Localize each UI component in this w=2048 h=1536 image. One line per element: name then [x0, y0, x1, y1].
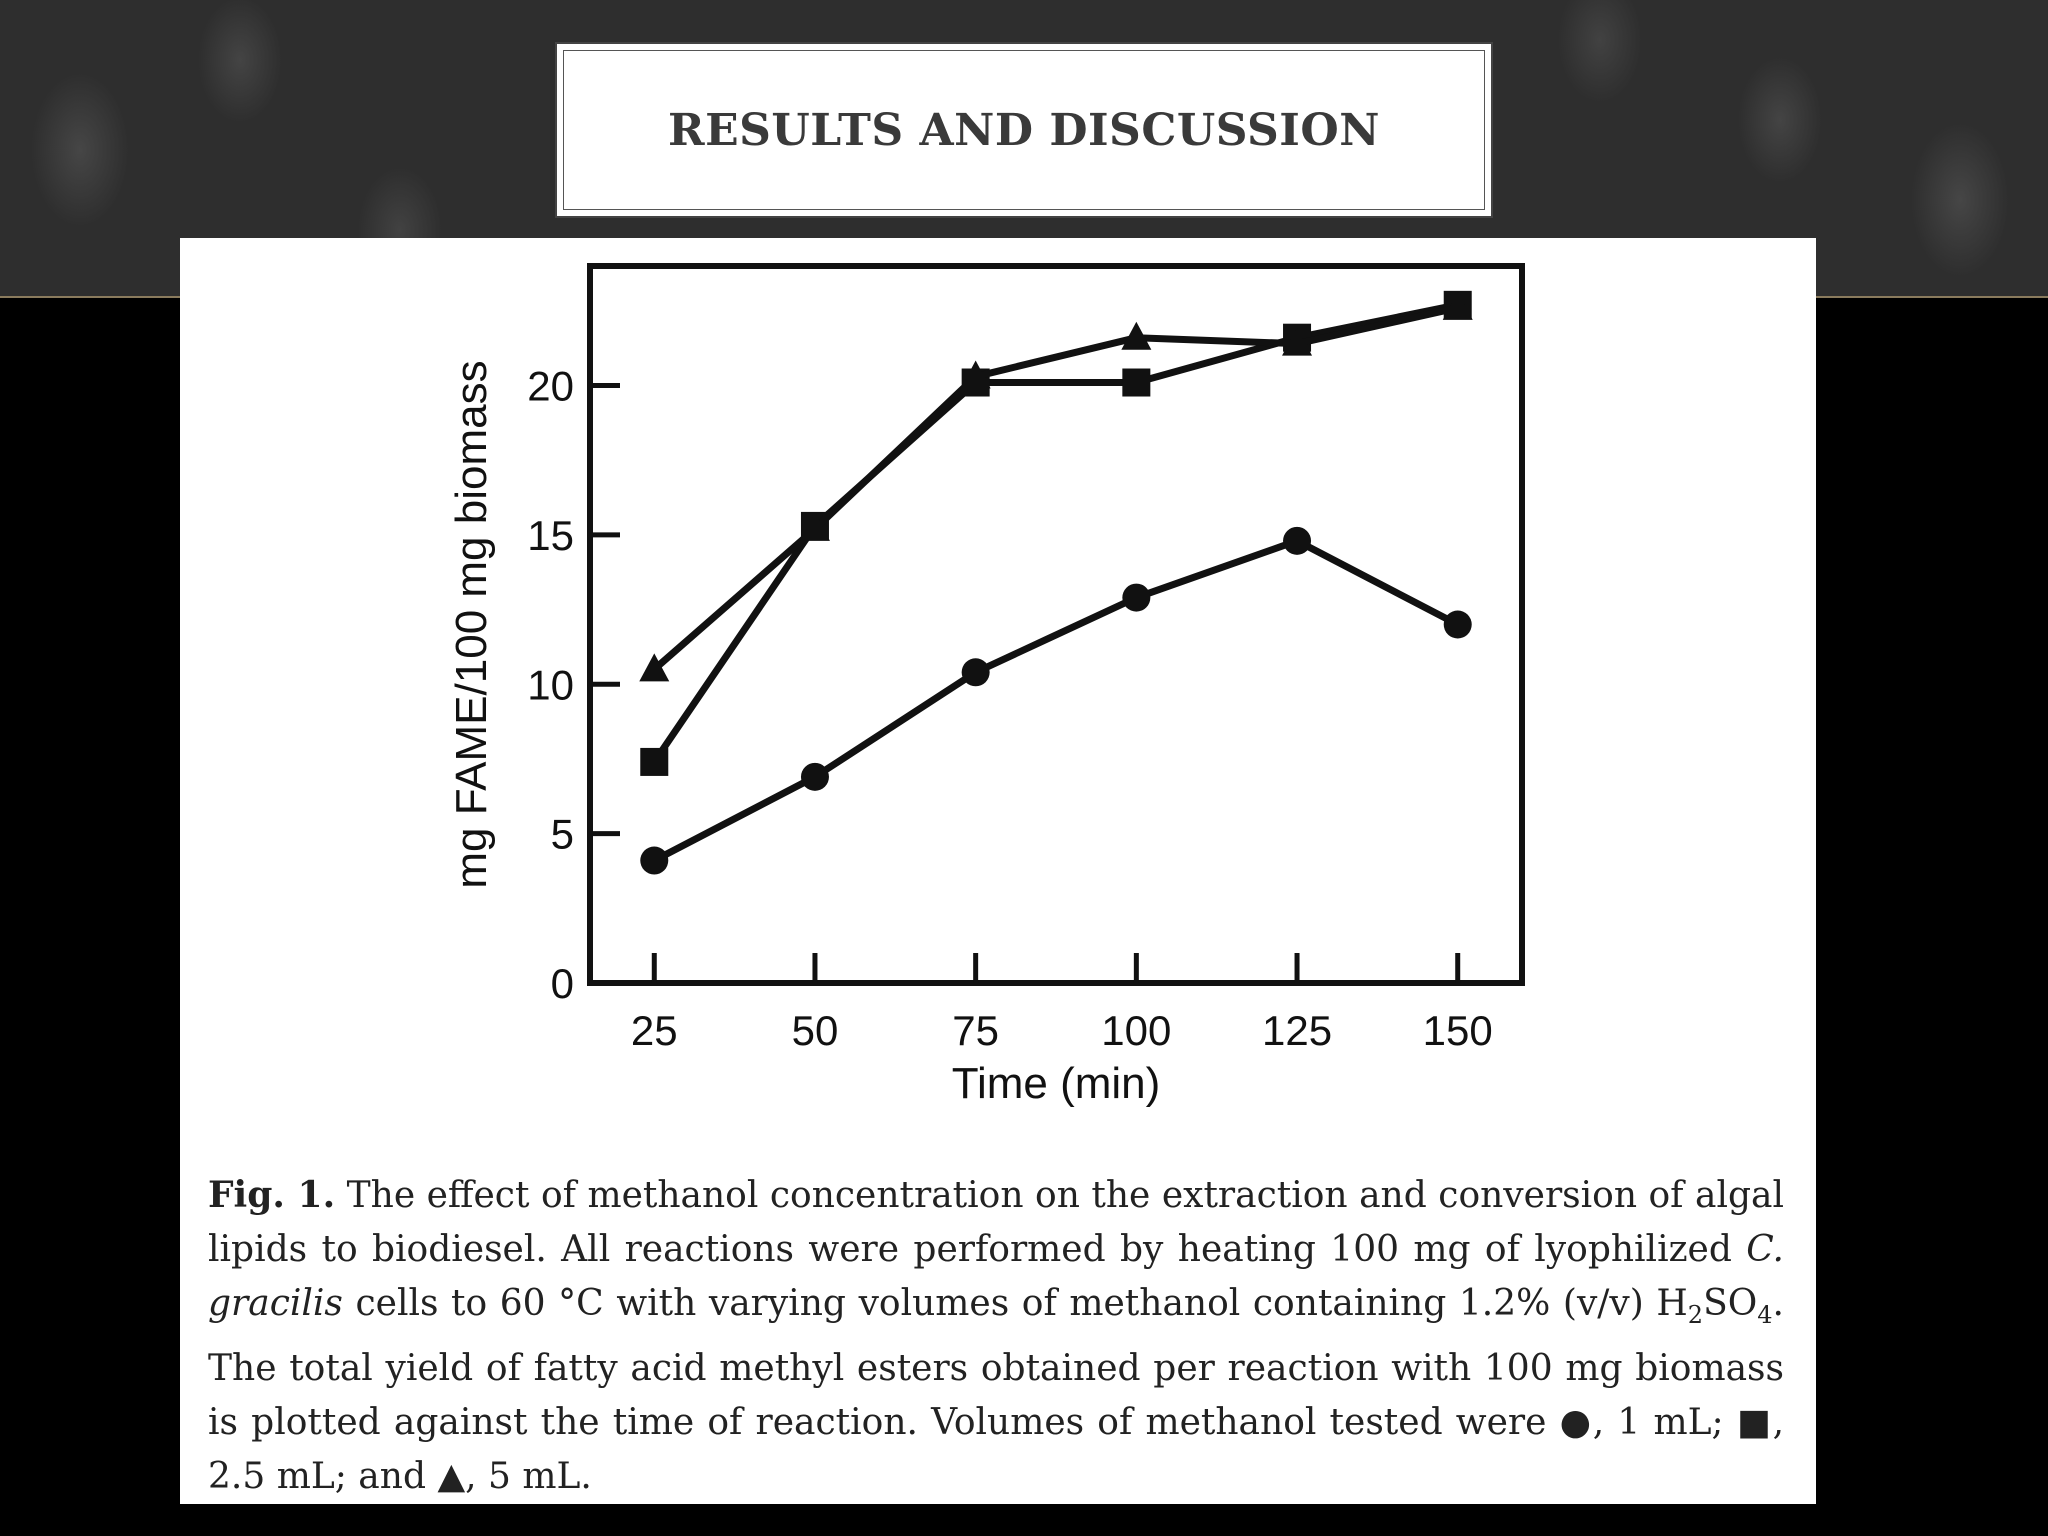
figure-panel: 0 5 10 15 20 25 50 75 100 125 150 Time (min) mg FAME…	[180, 238, 1816, 1504]
line-chart: 0 5 10 15 20 25 50 75 100 125 150 Time (min) mg FAME…	[447, 263, 1525, 1108]
data-point-circle	[640, 846, 669, 875]
x-tick-label: 75	[952, 1007, 999, 1054]
caption-fig-label: Fig. 1.	[208, 1174, 336, 1216]
data-point-triangle	[960, 360, 991, 389]
caption-legend-1: , 1 mL;	[1592, 1402, 1737, 1444]
x-axis-label: Time (min)	[952, 1059, 1161, 1108]
caption-legend-2: , 2.5 mL; and	[208, 1402, 1785, 1498]
caption-text-1: The effect of methanol concentration on …	[208, 1175, 1784, 1270]
y-axis-label: mg FAME/100 mg biomass	[447, 360, 496, 888]
series-line-square	[651, 301, 1459, 764]
data-point-circle	[1122, 583, 1151, 612]
y-tick-label: 0	[551, 960, 574, 1007]
y-tick-label: 20	[527, 363, 574, 410]
y-tick-label: 15	[527, 512, 574, 559]
caption-sub-2: 4	[1757, 1301, 1773, 1330]
data-point-circle	[1443, 610, 1472, 639]
data-point-circle	[800, 762, 829, 791]
y-tick-label: 5	[551, 811, 574, 858]
plot-frame	[587, 263, 1525, 986]
caption-legend-3: , 5 mL.	[465, 1456, 592, 1498]
slide-title-frame: RESULTS AND DISCUSSION	[563, 50, 1485, 210]
data-point-triangle	[799, 512, 830, 541]
x-tick-label: 25	[631, 1007, 678, 1054]
series-line-triangle	[651, 304, 1459, 672]
slide-title-box: RESULTS AND DISCUSSION	[555, 42, 1493, 218]
data-point-square	[1122, 368, 1151, 397]
x-tick-label: 150	[1423, 1007, 1493, 1054]
caption-triangle-symbol: ▲	[437, 1456, 466, 1498]
y-tick-label: 10	[527, 661, 574, 708]
slide-title: RESULTS AND DISCUSSION	[668, 104, 1380, 156]
caption-square-symbol: ■	[1736, 1402, 1773, 1444]
data-point-triangle	[639, 653, 670, 682]
data-point-triangle	[1282, 327, 1313, 356]
caption-text-3: SO	[1703, 1283, 1758, 1324]
x-tick-label: 100	[1101, 1007, 1171, 1054]
data-point-triangle	[1121, 321, 1152, 350]
caption-text-2: cells to 60 °C with varying volumes of m…	[342, 1283, 1688, 1324]
data-point-triangle	[1442, 291, 1473, 320]
data-point-circle	[1283, 526, 1312, 555]
data-point-square	[640, 747, 669, 776]
data-point-circle	[961, 658, 990, 687]
x-tick-label: 125	[1262, 1007, 1332, 1054]
figure-caption: Fig. 1. The effect of methanol concentra…	[208, 1168, 1784, 1504]
x-tick-label: 50	[792, 1007, 839, 1054]
caption-text-4: . The total yield of fatty acid methyl e…	[208, 1283, 1784, 1444]
series-line-circle	[652, 537, 1460, 864]
caption-sub-1: 2	[1687, 1301, 1704, 1330]
caption-circle-symbol: ●	[1559, 1402, 1593, 1444]
caption-species: C. gracilis	[208, 1229, 1784, 1324]
